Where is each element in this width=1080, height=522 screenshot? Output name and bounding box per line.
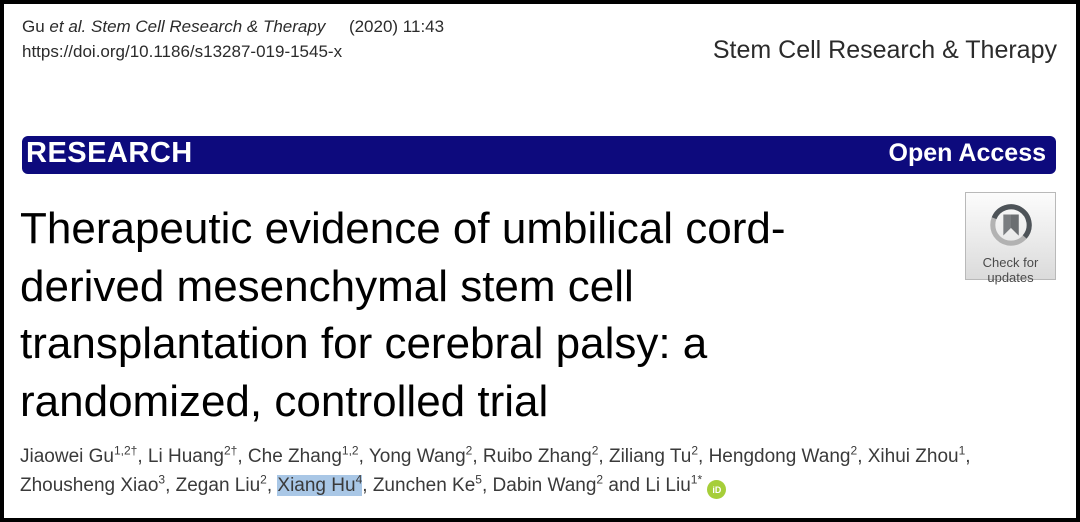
- svg-text:iD: iD: [713, 485, 722, 495]
